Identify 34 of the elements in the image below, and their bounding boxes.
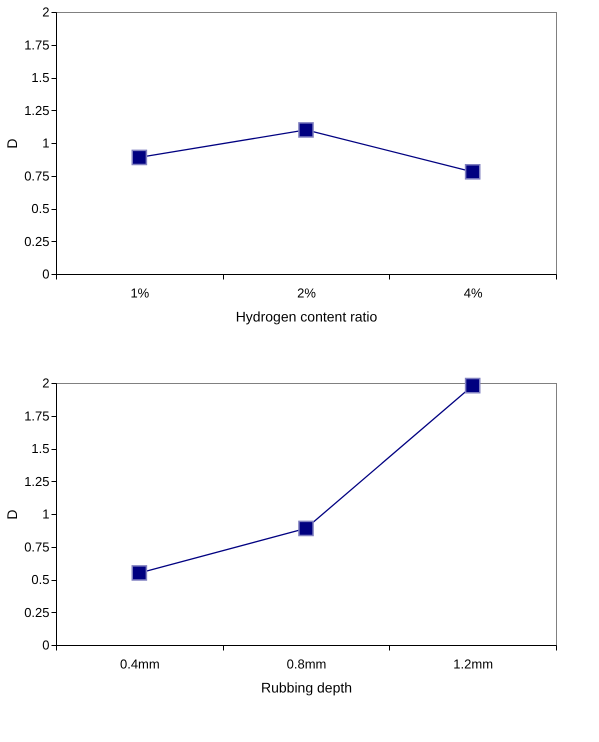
point	[464, 378, 480, 394]
x-tick-label: 2%	[297, 286, 316, 300]
x-axis-title: Rubbing depth	[260, 680, 352, 696]
y-tick-label: 0.25	[24, 234, 50, 249]
y-tick-label: 2	[42, 376, 50, 390]
y-tick-label: 0	[42, 266, 50, 282]
x-axis-title: Hydrogen content ratio	[236, 308, 378, 324]
y-tick-label: 0.75	[24, 539, 50, 554]
x-tick-label: 1.2mm	[453, 656, 494, 672]
y-tick-label: 1.5	[31, 441, 50, 456]
y-axis-title: D	[4, 509, 20, 520]
y-tick-label: 0.5	[31, 201, 50, 216]
point	[132, 150, 148, 166]
point	[464, 164, 480, 180]
y-tick-label: 0.5	[31, 572, 50, 587]
x-tick-label: 0.8mm	[286, 656, 326, 672]
y-tick-label: 0.75	[24, 168, 50, 184]
y-tick-label: 0.25	[24, 604, 50, 620]
point	[132, 565, 148, 581]
point	[298, 520, 314, 536]
x-tick-label: 1%	[130, 286, 150, 300]
x-tick-label: 4%	[464, 286, 483, 300]
y-tick-label: 2	[42, 4, 50, 20]
y-tick-label: 1.25	[24, 474, 50, 489]
y-tick-label: 1.25	[24, 102, 50, 118]
y-tick-label: 0	[42, 638, 50, 652]
x-tick-label: 0.4mm	[120, 656, 160, 672]
y-tick-label: 1.5	[31, 70, 50, 85]
y-tick-label: 1	[42, 506, 50, 522]
y-tick-label: 1.75	[24, 408, 50, 424]
y-tick-label: 1.75	[24, 37, 50, 52]
y-axis-title: D	[4, 138, 20, 149]
y-tick-label: 1	[42, 136, 50, 150]
point	[298, 122, 314, 138]
